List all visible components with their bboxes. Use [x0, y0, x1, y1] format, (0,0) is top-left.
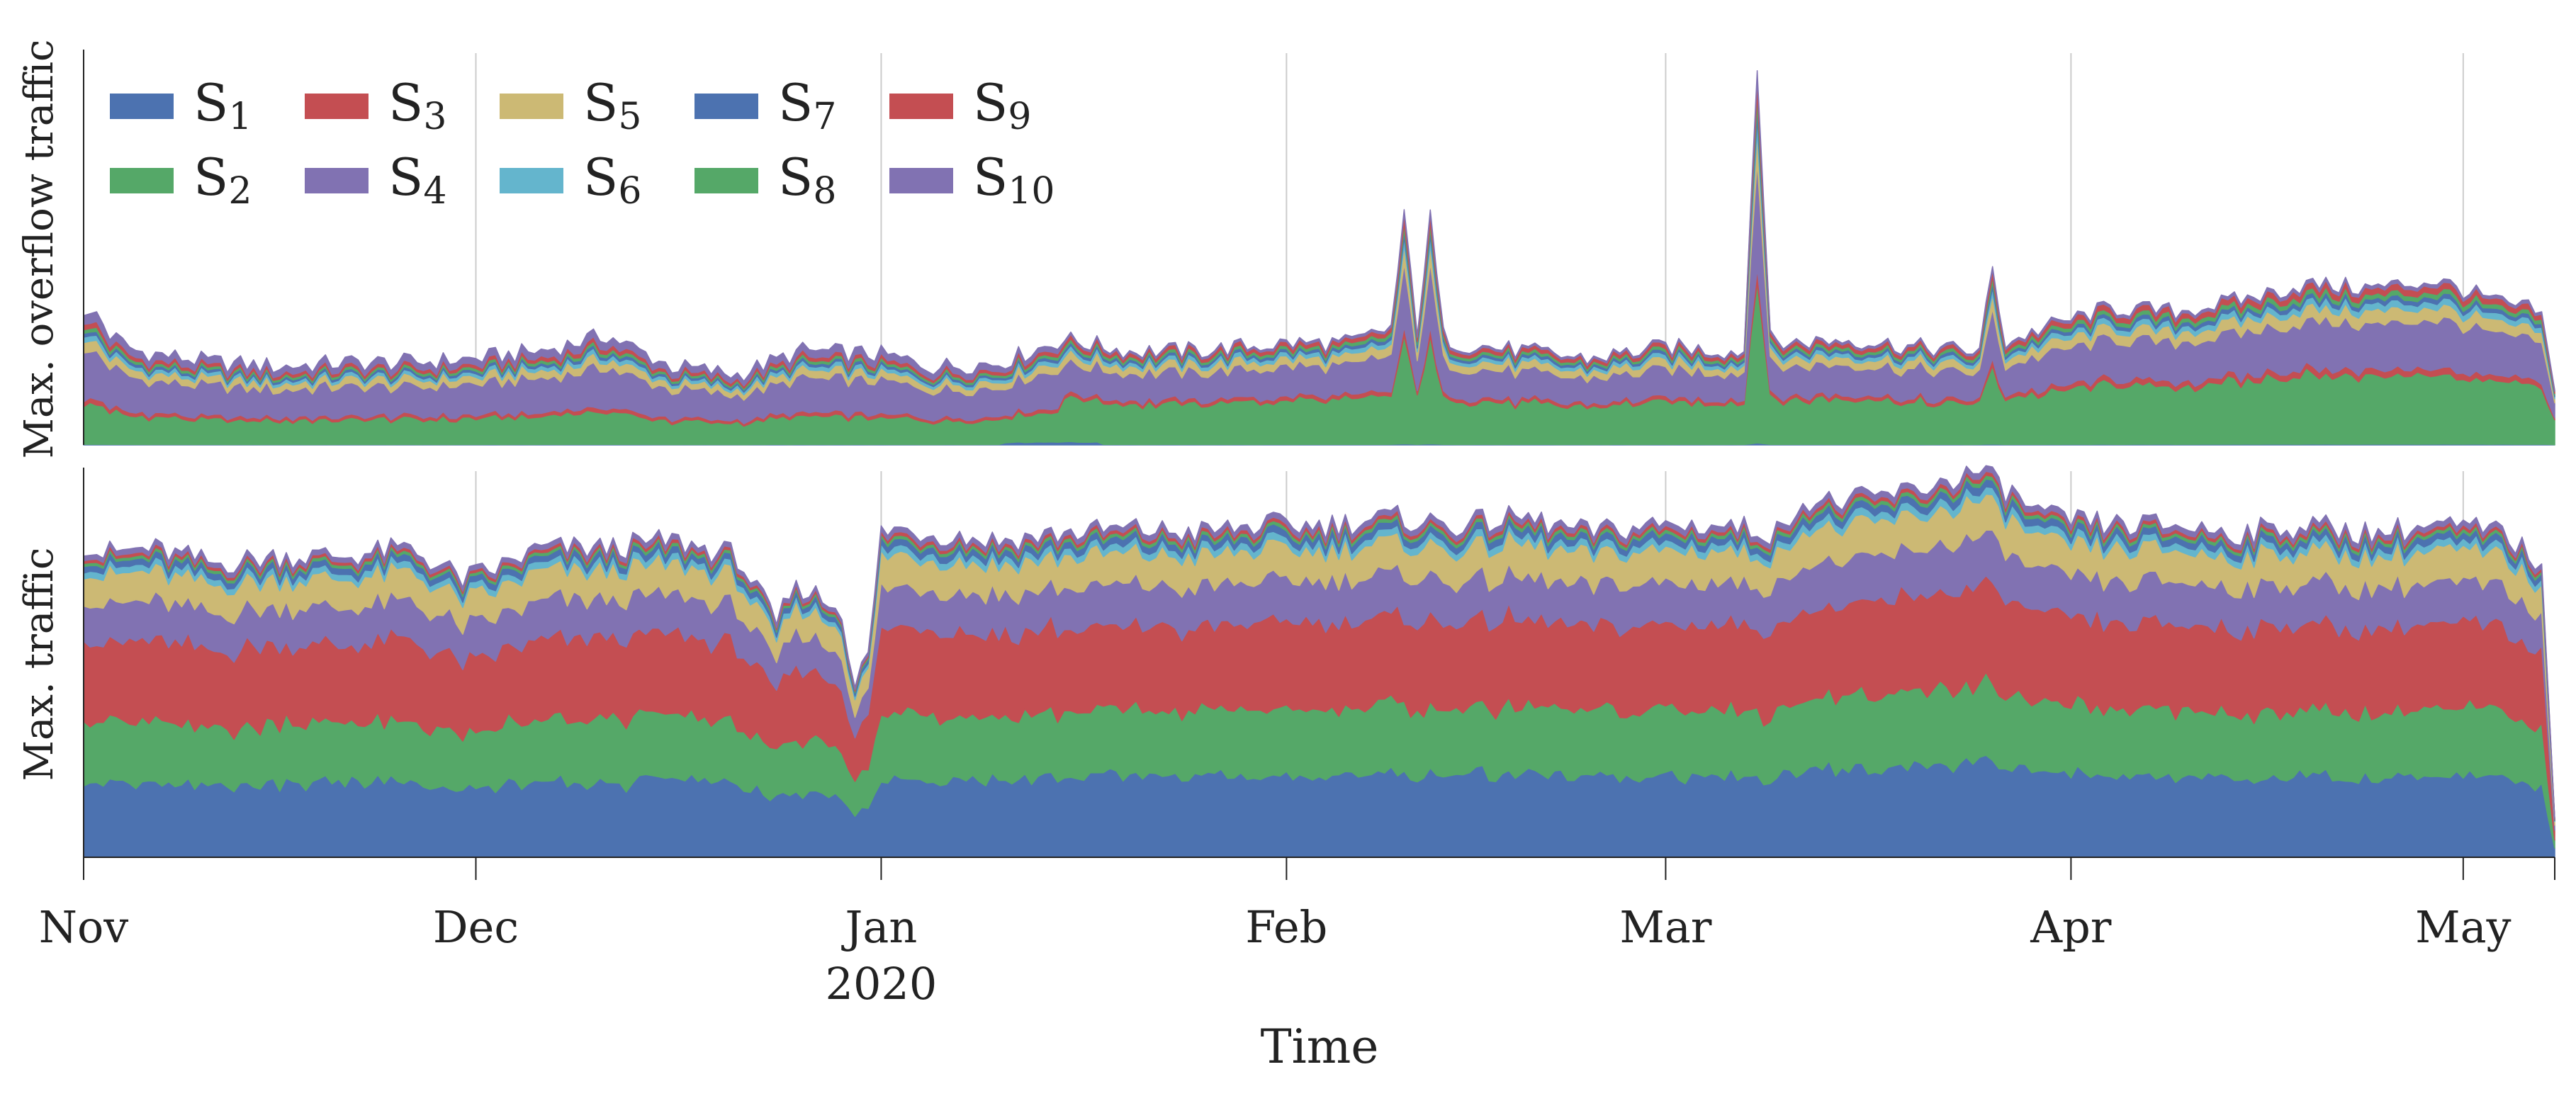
legend-item-s9: S9: [889, 73, 1031, 138]
legend-label-s8: S8: [778, 147, 836, 213]
legend-swatch-s7: [694, 94, 758, 119]
legend-swatch-s6: [500, 168, 563, 193]
legend-label-s2: S2: [193, 147, 252, 213]
legend-item-s2: S2: [110, 147, 252, 213]
area-panel1-s10: [83, 70, 2555, 392]
legend-label-s6: S6: [583, 147, 641, 213]
panel-2-areas: [83, 465, 2555, 858]
x-tick-label-nov: Nov: [39, 901, 129, 953]
legend-item-s8: S8: [694, 147, 836, 213]
legend-item-s6: S6: [500, 147, 641, 213]
legend-swatch-s2: [110, 168, 174, 193]
legend-label-s3: S3: [388, 73, 446, 138]
area-series: [83, 70, 2555, 858]
x-tick-label-mar: Mar: [1619, 901, 1711, 953]
panel-1-ylabel: Max. overflow traffic: [16, 40, 62, 459]
legend-label-s10: S10: [973, 147, 1055, 213]
legend-item-s10: S10: [889, 147, 1055, 213]
x-tick-label-may: May: [2415, 901, 2511, 953]
legend-label-s4: S4: [388, 147, 446, 213]
x-year-label: 2020: [826, 958, 938, 1010]
legend-item-s7: S7: [694, 73, 836, 138]
legend-label-s5: S5: [583, 73, 641, 138]
legend-swatch-s9: [889, 94, 953, 119]
axes: [83, 50, 2555, 880]
legend: S1 S2 S3 S4 S5 S6 S7 S8 S9 S10: [110, 73, 1055, 213]
legend-label-s1: S1: [193, 73, 252, 138]
legend-swatch-s4: [305, 168, 369, 193]
x-tick-label-dec: Dec: [433, 901, 519, 953]
legend-item-s5: S5: [500, 73, 641, 138]
x-axis-title: Time: [1261, 1020, 1379, 1074]
legend-item-s4: S4: [305, 147, 446, 213]
legend-label-s9: S9: [973, 73, 1031, 138]
legend-swatch-s8: [694, 168, 758, 193]
x-tick-label-jan: Jan: [841, 901, 918, 953]
legend-label-s7: S7: [778, 73, 836, 138]
panel-1-areas: [83, 70, 2555, 446]
x-tick-label-apr: Apr: [2030, 901, 2111, 953]
area-panel2-s10: [83, 465, 2555, 820]
x-tick-label-feb: Feb: [1245, 901, 1327, 953]
legend-swatch-s5: [500, 94, 563, 119]
legend-swatch-s3: [305, 94, 369, 119]
legend-item-s1: S1: [110, 73, 252, 138]
legend-item-s3: S3: [305, 73, 446, 138]
legend-swatch-s10: [889, 168, 953, 193]
panel-2-ylabel: Max. traffic: [16, 548, 62, 781]
axis-labels: Max. overflow traffic Max. traffic Nov Dec J…: [16, 40, 2512, 1074]
legend-swatch-s1: [110, 94, 174, 119]
